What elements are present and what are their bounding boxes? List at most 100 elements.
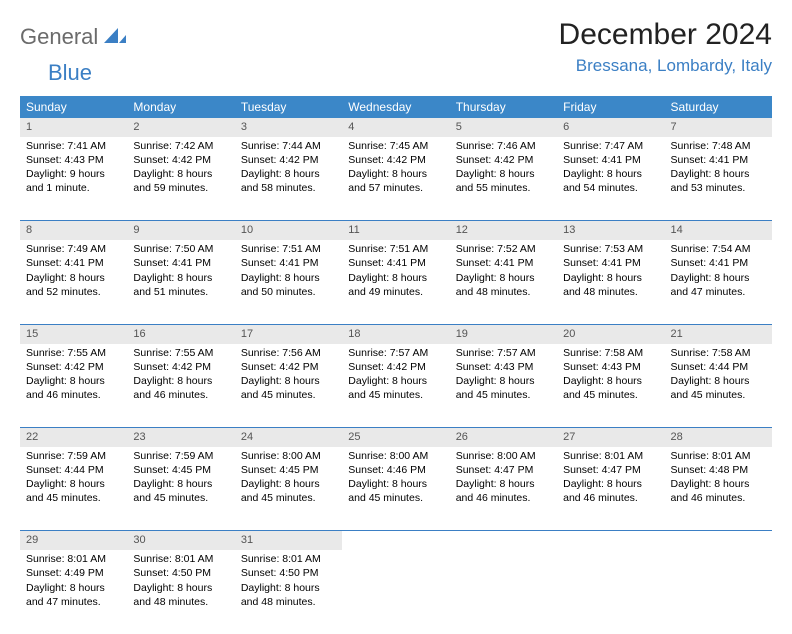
day-number-cell: 4 [342,118,449,137]
daylight-line: Daylight: 8 hours and 55 minutes. [456,167,551,195]
day-number-cell: 9 [127,221,234,240]
sunset-line: Sunset: 4:41 PM [26,256,121,270]
sunrise-line: Sunrise: 7:51 AM [348,242,443,256]
day-number-cell: 20 [557,324,664,343]
day-number-cell: 30 [127,531,234,550]
day-content: Sunrise: 7:48 AMSunset: 4:41 PMDaylight:… [665,137,772,202]
sunset-line: Sunset: 4:41 PM [563,153,658,167]
sunset-line: Sunset: 4:42 PM [456,153,551,167]
month-title: December 2024 [559,18,772,52]
sunset-line: Sunset: 4:41 PM [671,153,766,167]
day-number-cell: 7 [665,118,772,137]
day-cell: Sunrise: 7:51 AMSunset: 4:41 PMDaylight:… [235,240,342,324]
logo-sail-icon [104,26,126,49]
daylight-line: Daylight: 8 hours and 46 minutes. [26,374,121,402]
day-cell: Sunrise: 7:59 AMSunset: 4:44 PMDaylight:… [20,447,127,531]
sunrise-line: Sunrise: 8:01 AM [671,449,766,463]
weekday-header: SundayMondayTuesdayWednesdayThursdayFrid… [20,96,772,118]
day-content: Sunrise: 7:44 AMSunset: 4:42 PMDaylight:… [235,137,342,202]
sunrise-line: Sunrise: 8:00 AM [348,449,443,463]
sunrise-line: Sunrise: 7:47 AM [563,139,658,153]
day-number-cell: 1 [20,118,127,137]
day-cell [342,550,449,634]
daylight-line: Daylight: 8 hours and 49 minutes. [348,271,443,299]
day-cell: Sunrise: 7:57 AMSunset: 4:42 PMDaylight:… [342,344,449,428]
week-row: Sunrise: 7:49 AMSunset: 4:41 PMDaylight:… [20,240,772,324]
day-content: Sunrise: 7:52 AMSunset: 4:41 PMDaylight:… [450,240,557,305]
sunrise-line: Sunrise: 8:00 AM [456,449,551,463]
day-content: Sunrise: 8:01 AMSunset: 4:48 PMDaylight:… [665,447,772,512]
daylight-line: Daylight: 8 hours and 46 minutes. [133,374,228,402]
daylight-line: Daylight: 8 hours and 48 minutes. [563,271,658,299]
sunset-line: Sunset: 4:41 PM [133,256,228,270]
sunrise-line: Sunrise: 7:55 AM [26,346,121,360]
day-number-cell: 6 [557,118,664,137]
weekday-tuesday: Tuesday [235,96,342,118]
day-number-cell: 24 [235,428,342,447]
sunrise-line: Sunrise: 7:55 AM [133,346,228,360]
day-content: Sunrise: 7:50 AMSunset: 4:41 PMDaylight:… [127,240,234,305]
sunset-line: Sunset: 4:42 PM [26,360,121,374]
day-number-cell: 8 [20,221,127,240]
day-number-cell: 25 [342,428,449,447]
sunrise-line: Sunrise: 8:01 AM [133,552,228,566]
sunset-line: Sunset: 4:45 PM [133,463,228,477]
day-cell: Sunrise: 7:47 AMSunset: 4:41 PMDaylight:… [557,137,664,221]
day-number-cell: 13 [557,221,664,240]
day-number-cell [342,531,449,550]
day-content: Sunrise: 7:45 AMSunset: 4:42 PMDaylight:… [342,137,449,202]
sunset-line: Sunset: 4:44 PM [26,463,121,477]
day-cell: Sunrise: 7:48 AMSunset: 4:41 PMDaylight:… [665,137,772,221]
sunrise-line: Sunrise: 7:50 AM [133,242,228,256]
day-number-cell: 23 [127,428,234,447]
day-content: Sunrise: 8:01 AMSunset: 4:47 PMDaylight:… [557,447,664,512]
daylight-line: Daylight: 8 hours and 59 minutes. [133,167,228,195]
sunrise-line: Sunrise: 7:57 AM [456,346,551,360]
day-number-cell [450,531,557,550]
day-number-cell: 14 [665,221,772,240]
day-content: Sunrise: 7:58 AMSunset: 4:44 PMDaylight:… [665,344,772,409]
day-content: Sunrise: 7:46 AMSunset: 4:42 PMDaylight:… [450,137,557,202]
daylight-line: Daylight: 8 hours and 45 minutes. [671,374,766,402]
day-number-cell: 22 [20,428,127,447]
daynum-row: 15161718192021 [20,324,772,343]
daylight-line: Daylight: 8 hours and 45 minutes. [241,374,336,402]
sunset-line: Sunset: 4:49 PM [26,566,121,580]
sunrise-line: Sunrise: 7:49 AM [26,242,121,256]
day-content: Sunrise: 7:51 AMSunset: 4:41 PMDaylight:… [342,240,449,305]
day-cell: Sunrise: 8:01 AMSunset: 4:47 PMDaylight:… [557,447,664,531]
daylight-line: Daylight: 8 hours and 57 minutes. [348,167,443,195]
daylight-line: Daylight: 8 hours and 53 minutes. [671,167,766,195]
day-cell: Sunrise: 7:44 AMSunset: 4:42 PMDaylight:… [235,137,342,221]
sunset-line: Sunset: 4:43 PM [456,360,551,374]
daylight-line: Daylight: 8 hours and 50 minutes. [241,271,336,299]
calendar-table: SundayMondayTuesdayWednesdayThursdayFrid… [20,96,772,634]
sunset-line: Sunset: 4:42 PM [133,360,228,374]
day-number-cell: 11 [342,221,449,240]
sunrise-line: Sunrise: 7:58 AM [563,346,658,360]
daylight-line: Daylight: 8 hours and 45 minutes. [133,477,228,505]
sunset-line: Sunset: 4:47 PM [563,463,658,477]
sunset-line: Sunset: 4:45 PM [241,463,336,477]
day-cell: Sunrise: 7:59 AMSunset: 4:45 PMDaylight:… [127,447,234,531]
daynum-row: 22232425262728 [20,428,772,447]
weekday-friday: Friday [557,96,664,118]
day-cell: Sunrise: 7:42 AMSunset: 4:42 PMDaylight:… [127,137,234,221]
day-cell: Sunrise: 8:00 AMSunset: 4:47 PMDaylight:… [450,447,557,531]
sunset-line: Sunset: 4:42 PM [241,153,336,167]
day-cell: Sunrise: 7:53 AMSunset: 4:41 PMDaylight:… [557,240,664,324]
day-cell [557,550,664,634]
week-row: Sunrise: 7:59 AMSunset: 4:44 PMDaylight:… [20,447,772,531]
daylight-line: Daylight: 8 hours and 58 minutes. [241,167,336,195]
logo-text-blue: Blue [48,60,92,86]
sunset-line: Sunset: 4:48 PM [671,463,766,477]
day-cell [450,550,557,634]
day-cell: Sunrise: 7:52 AMSunset: 4:41 PMDaylight:… [450,240,557,324]
day-content: Sunrise: 8:00 AMSunset: 4:46 PMDaylight:… [342,447,449,512]
daylight-line: Daylight: 8 hours and 48 minutes. [456,271,551,299]
day-number-cell: 2 [127,118,234,137]
daylight-line: Daylight: 8 hours and 48 minutes. [133,581,228,609]
daylight-line: Daylight: 8 hours and 48 minutes. [241,581,336,609]
day-number-cell: 12 [450,221,557,240]
day-number-cell [557,531,664,550]
